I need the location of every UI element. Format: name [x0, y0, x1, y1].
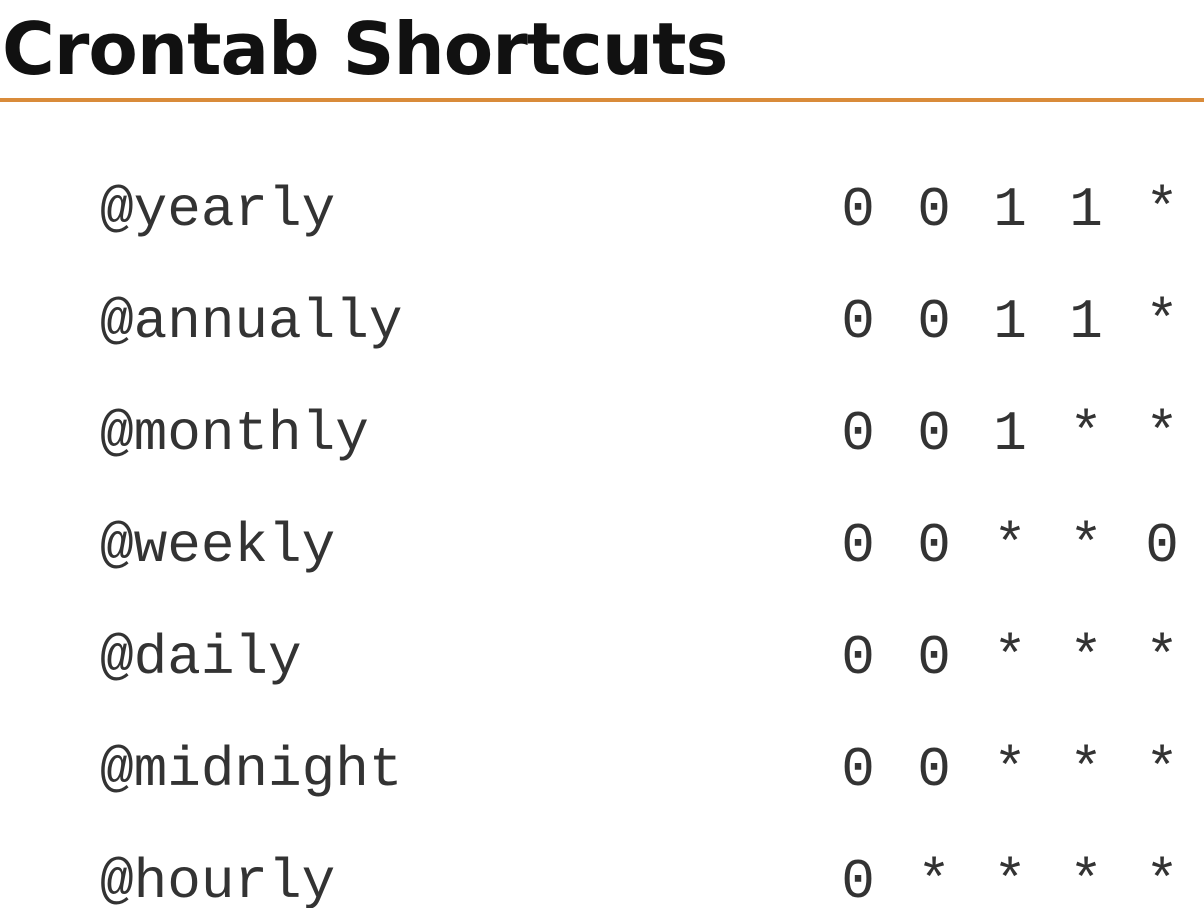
month-field: *	[1069, 850, 1103, 908]
month-field: *	[1069, 738, 1103, 802]
minute-field: 0	[841, 290, 875, 354]
shortcut-name: @daily	[100, 626, 302, 690]
day-of-week-field: 0	[1145, 514, 1179, 578]
minute-field: 0	[841, 738, 875, 802]
hour-field: 0	[917, 514, 951, 578]
month-field: *	[1069, 626, 1103, 690]
shortcut-row: @annually 0 0 1 1 *	[0, 272, 1204, 372]
month-field: *	[1069, 402, 1103, 466]
month-field: 1	[1069, 290, 1103, 354]
shortcut-row: @yearly 0 0 1 1 *	[0, 160, 1204, 260]
page-title: Crontab Shortcuts	[2, 7, 728, 91]
day-of-month-field: *	[993, 738, 1027, 802]
day-of-month-field: *	[993, 626, 1027, 690]
shortcut-row: @midnight 0 0 * * *	[0, 720, 1204, 820]
minute-field: 0	[841, 514, 875, 578]
hour-field: 0	[917, 738, 951, 802]
shortcut-name: @yearly	[100, 178, 336, 242]
shortcut-row: @monthly 0 0 1 * *	[0, 384, 1204, 484]
month-field: *	[1069, 514, 1103, 578]
shortcut-row: @hourly 0 * * * *	[0, 832, 1204, 908]
month-field: 1	[1069, 178, 1103, 242]
shortcut-row: @daily 0 0 * * *	[0, 608, 1204, 708]
hour-field: *	[917, 850, 951, 908]
shortcut-name: @weekly	[100, 514, 336, 578]
day-of-week-field: *	[1145, 178, 1179, 242]
shortcut-list: @yearly 0 0 1 1 * @annually 0 0 1 1 * @m…	[0, 160, 1204, 908]
shortcut-name: @monthly	[100, 402, 369, 466]
day-of-week-field: *	[1145, 290, 1179, 354]
shortcut-name: @hourly	[100, 850, 336, 908]
shortcut-name: @midnight	[100, 738, 403, 802]
day-of-week-field: *	[1145, 626, 1179, 690]
title-underline	[0, 98, 1204, 102]
day-of-month-field: 1	[993, 290, 1027, 354]
minute-field: 0	[841, 850, 875, 908]
day-of-month-field: *	[993, 850, 1027, 908]
hour-field: 0	[917, 402, 951, 466]
minute-field: 0	[841, 402, 875, 466]
minute-field: 0	[841, 178, 875, 242]
hour-field: 0	[917, 626, 951, 690]
hour-field: 0	[917, 178, 951, 242]
day-of-week-field: *	[1145, 850, 1179, 908]
day-of-week-field: *	[1145, 738, 1179, 802]
day-of-month-field: *	[993, 514, 1027, 578]
hour-field: 0	[917, 290, 951, 354]
shortcut-row: @weekly 0 0 * * 0	[0, 496, 1204, 596]
minute-field: 0	[841, 626, 875, 690]
day-of-month-field: 1	[993, 402, 1027, 466]
day-of-week-field: *	[1145, 402, 1179, 466]
day-of-month-field: 1	[993, 178, 1027, 242]
shortcut-name: @annually	[100, 290, 403, 354]
